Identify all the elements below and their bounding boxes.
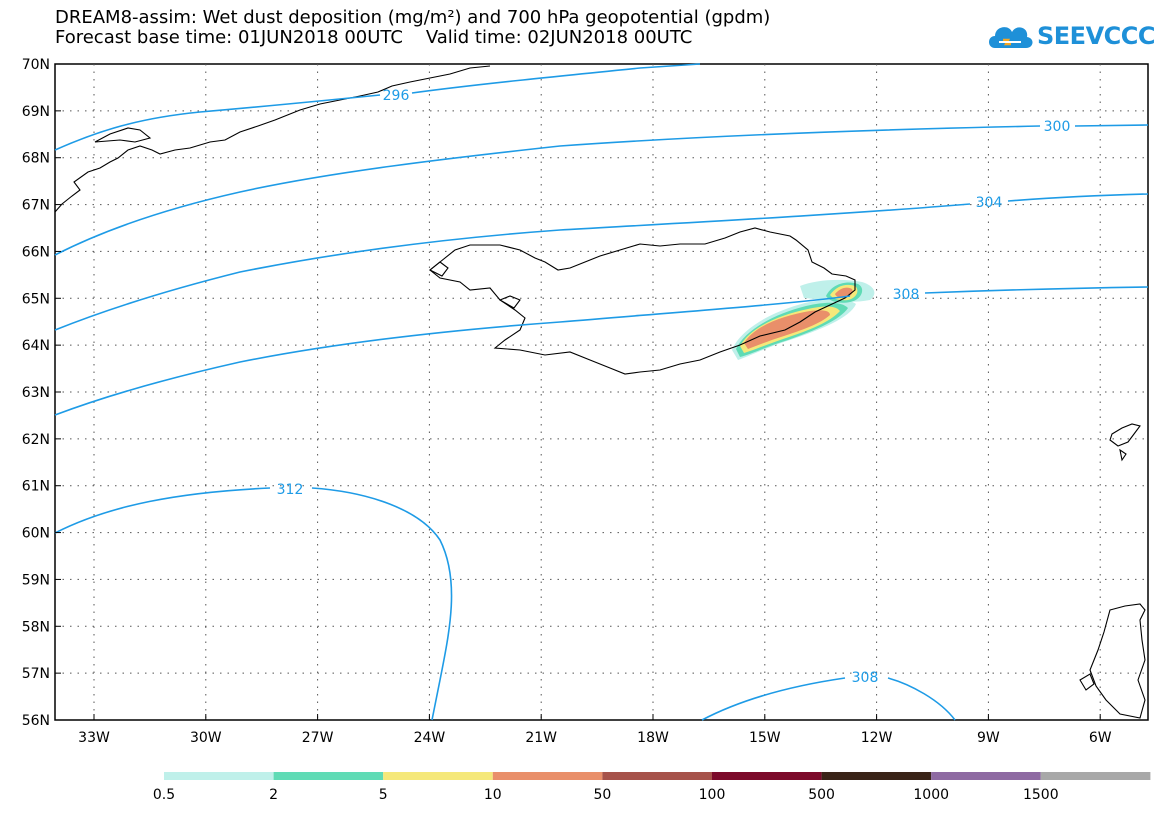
lon-label: 27W — [302, 730, 334, 746]
forecast-times: Forecast base time: 01JUN2018 00UTC Vali… — [55, 27, 693, 48]
legend-swatch — [712, 772, 822, 780]
contour-label: 308 — [893, 287, 920, 303]
lat-label: 62N — [22, 432, 50, 448]
lat-label: 57N — [22, 666, 50, 682]
legend-label: 5 — [379, 787, 388, 803]
contour-label: 296 — [383, 88, 410, 104]
longitude-labels: 33W 30W 27W 24W 21W 18W 15W 12W 9W 6W — [78, 714, 1112, 746]
logo-text: SEEVCCC — [1037, 22, 1156, 50]
contour-label: 312 — [277, 482, 304, 498]
lat-label: 66N — [22, 244, 50, 260]
lat-label: 70N — [22, 57, 50, 73]
legend-label: 1500 — [1023, 787, 1059, 803]
lon-label: 33W — [78, 730, 110, 746]
lon-label: 9W — [977, 730, 1000, 746]
legend-swatch — [931, 772, 1041, 780]
legend-swatch — [1040, 772, 1151, 780]
lat-label: 64N — [22, 338, 50, 354]
legend-label: 500 — [808, 787, 835, 803]
legend-swatch — [821, 772, 932, 780]
legend-label: 2 — [269, 787, 278, 803]
legend-label: 1000 — [913, 787, 949, 803]
plot-frame — [54, 63, 1149, 721]
lon-label: 30W — [190, 730, 222, 746]
lat-label: 60N — [22, 526, 50, 542]
contour-label: 300 — [1044, 119, 1071, 135]
legend-label: 0.5 — [153, 787, 175, 803]
legend-swatch — [164, 772, 274, 780]
legend-swatch — [492, 772, 603, 780]
lat-label: 63N — [22, 385, 50, 401]
map-title: DREAM8-assim: Wet dust deposition (mg/m²… — [55, 7, 771, 28]
lon-label: 24W — [414, 730, 446, 746]
contour-label: 304 — [976, 195, 1003, 211]
lat-label: 56N — [22, 713, 50, 729]
cloud-icon — [989, 27, 1033, 48]
lat-label: 58N — [22, 619, 50, 635]
lat-label: 67N — [22, 198, 50, 214]
lon-label: 6W — [1089, 730, 1112, 746]
geopotential-contours — [54, 63, 1149, 721]
lon-label: 21W — [525, 730, 557, 746]
coastlines — [54, 65, 1146, 719]
legend-swatch — [602, 772, 712, 780]
lat-label: 69N — [22, 104, 50, 120]
legend-swatch — [383, 772, 493, 780]
lon-label: 15W — [749, 730, 781, 746]
latitude-labels: 70N 69N 68N 67N 66N 65N 64N 63N 62N 61N 60N 59N 58N 5… — [22, 57, 61, 729]
contour-labels: 296 300 304 308 312 308 — [277, 88, 1071, 686]
lon-label: 12W — [861, 730, 893, 746]
legend-label: 50 — [593, 787, 611, 803]
lon-label: 18W — [637, 730, 669, 746]
color-legend: 0.5 2 5 10 50 100 500 1000 1500 — [153, 772, 1151, 803]
lat-label: 61N — [22, 479, 50, 495]
lat-label: 65N — [22, 291, 50, 307]
seevccc-logo: SEEVCCC — [985, 18, 1156, 58]
contour-label: 308 — [852, 670, 879, 686]
legend-swatch — [273, 772, 384, 780]
legend-label: 10 — [484, 787, 502, 803]
lat-label: 68N — [22, 151, 50, 167]
legend-label: 100 — [699, 787, 726, 803]
lat-label: 59N — [22, 572, 50, 588]
dust-deposition-area — [732, 279, 875, 360]
